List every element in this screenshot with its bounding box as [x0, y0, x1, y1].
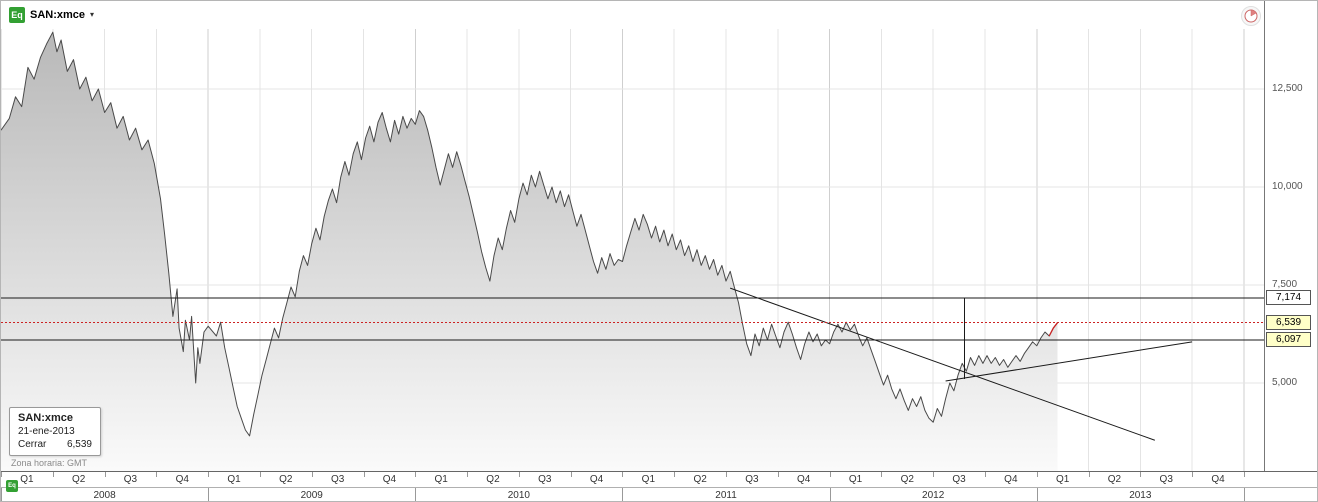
year-label: 2010 [507, 490, 530, 501]
year-label: 2009 [300, 490, 323, 501]
quarter-tick [363, 472, 365, 477]
year-label: 2008 [93, 490, 116, 501]
quarter-tick [777, 472, 779, 477]
tooltip-close-row: Cerrar 6,539 [18, 439, 92, 450]
quarter-label: Q2 [900, 474, 914, 485]
quarter-label: Q2 [1107, 474, 1122, 485]
quarter-tick [1140, 472, 1142, 477]
price-chart-canvas[interactable] [1, 1, 1264, 471]
quarter-label: Q4 [175, 474, 189, 485]
quarter-tick [415, 472, 417, 477]
quarter-tick [259, 472, 261, 477]
quarter-tick [208, 472, 210, 477]
year-label: 2012 [922, 490, 945, 501]
trendline[interactable] [730, 287, 1156, 441]
time-axis: Q1 Q2 Q3 Q4 Q1 Q2 Q3 Q4 Q1 Q2 Q3 Q4 Q1 Q2 Q3 Q4 Q1 Q2 Q3 Q4… [1, 471, 1317, 501]
price-tick-label: 10,000 [1272, 181, 1303, 192]
trendline[interactable] [945, 341, 1193, 382]
year-separator [622, 488, 624, 501]
year-separator [1243, 488, 1245, 501]
price-area [1, 32, 1058, 471]
quarter-label: Q3 [538, 474, 552, 485]
quarter-label: Q2 [693, 474, 707, 485]
quarter-tick [1036, 472, 1038, 477]
quarter-tick [467, 472, 469, 477]
quarter-label: Q4 [1211, 474, 1225, 485]
quarter-label: Q3 [123, 474, 138, 485]
year-separator [829, 488, 831, 501]
quarter-tick [518, 472, 520, 477]
quarter-tick [1, 472, 2, 477]
quarter-row: Q1 Q2 Q3 Q4 Q1 Q2 Q3 Q4 Q1 Q2 Q3 Q4 Q1 Q2 Q3 Q4 Q1 Q2 Q3 Q4… [1, 472, 1317, 488]
quarter-tick [104, 472, 106, 477]
quarter-tick [933, 472, 935, 477]
quarter-label: Q2 [486, 474, 500, 485]
quarter-label: Q1 [20, 474, 34, 485]
equity-badge-icon: Eq [9, 7, 25, 23]
quarter-label: Q4 [589, 474, 604, 485]
tooltip-close-label: Cerrar [18, 439, 47, 450]
price-tick-label: 7,500 [1272, 278, 1298, 290]
quarter-label: Q2 [279, 474, 293, 485]
quarter-tick [311, 472, 313, 477]
quarter-label: Q1 [434, 474, 448, 485]
latest-tick-segment [1048, 322, 1059, 337]
quarter-label: Q2 [72, 474, 86, 485]
year-label: 2013 [1129, 490, 1152, 501]
year-row: 2008 2009 2010 2011 2012 2013 [1, 488, 1317, 501]
quarter-tick [674, 472, 676, 477]
year-label: 2011 [715, 490, 737, 501]
price-axis: 12,500 10,000 7,500 5,000 7,174 6,097 6,539 [1264, 1, 1317, 471]
quarter-label: Q1 [641, 474, 656, 485]
symbol-label: SAN:xmce [30, 9, 86, 21]
tooltip-close-value: 6,539 [66, 439, 92, 450]
price-tick-label: 12,500 [1272, 83, 1303, 94]
quarter-label: Q4 [1004, 474, 1018, 485]
current-price-marker: 6,539 [1266, 314, 1311, 330]
pie-chart-glyph [1244, 9, 1258, 23]
tooltip-symbol: SAN:xmce [18, 412, 74, 424]
year-separator [1036, 488, 1038, 501]
quarter-label: Q4 [797, 474, 811, 485]
price-line [1, 31, 1058, 437]
price-tooltip: SAN:xmce 21-ene-2013 Cerrar 6,539 [9, 407, 101, 456]
year-separator [1, 488, 2, 501]
quarter-label: Q3 [745, 474, 759, 485]
quarter-label: Q1 [1055, 474, 1070, 485]
quarter-tick [52, 472, 54, 477]
quarter-tick [726, 472, 728, 477]
quarter-label: Q1 [227, 474, 241, 485]
level-price-marker[interactable]: 6,097 [1266, 331, 1311, 347]
symbol-header[interactable]: Eq SAN:xmce ▾ [9, 7, 94, 23]
equity-badge-mini-icon: Eq [6, 480, 18, 492]
quarter-tick [156, 472, 158, 477]
quarter-tick [570, 472, 572, 477]
pie-chart-icon[interactable] [1241, 6, 1261, 26]
quarter-tick [829, 472, 831, 477]
price-tick-label: 5,000 [1272, 376, 1298, 388]
quarter-label: Q3 [952, 474, 966, 485]
quarter-tick [1192, 472, 1194, 477]
quarter-label: Q3 [330, 474, 345, 485]
chevron-down-icon[interactable]: ▾ [90, 10, 95, 19]
tooltip-date: 21-ene-2013 [18, 426, 75, 437]
quarter-label: Q4 [382, 474, 397, 485]
quarter-tick [1088, 472, 1090, 477]
timezone-label: Zona horaria: GMT [11, 458, 88, 468]
year-separator [208, 488, 210, 501]
level-price-marker[interactable]: 7,174 [1266, 289, 1311, 305]
quarter-label: Q1 [848, 474, 863, 485]
quarter-tick [881, 472, 883, 477]
year-separator [415, 488, 417, 501]
quarter-tick [622, 472, 624, 477]
quarter-label: Q3 [1159, 474, 1173, 485]
quarter-tick [1243, 472, 1245, 477]
quarter-tick [984, 472, 986, 477]
